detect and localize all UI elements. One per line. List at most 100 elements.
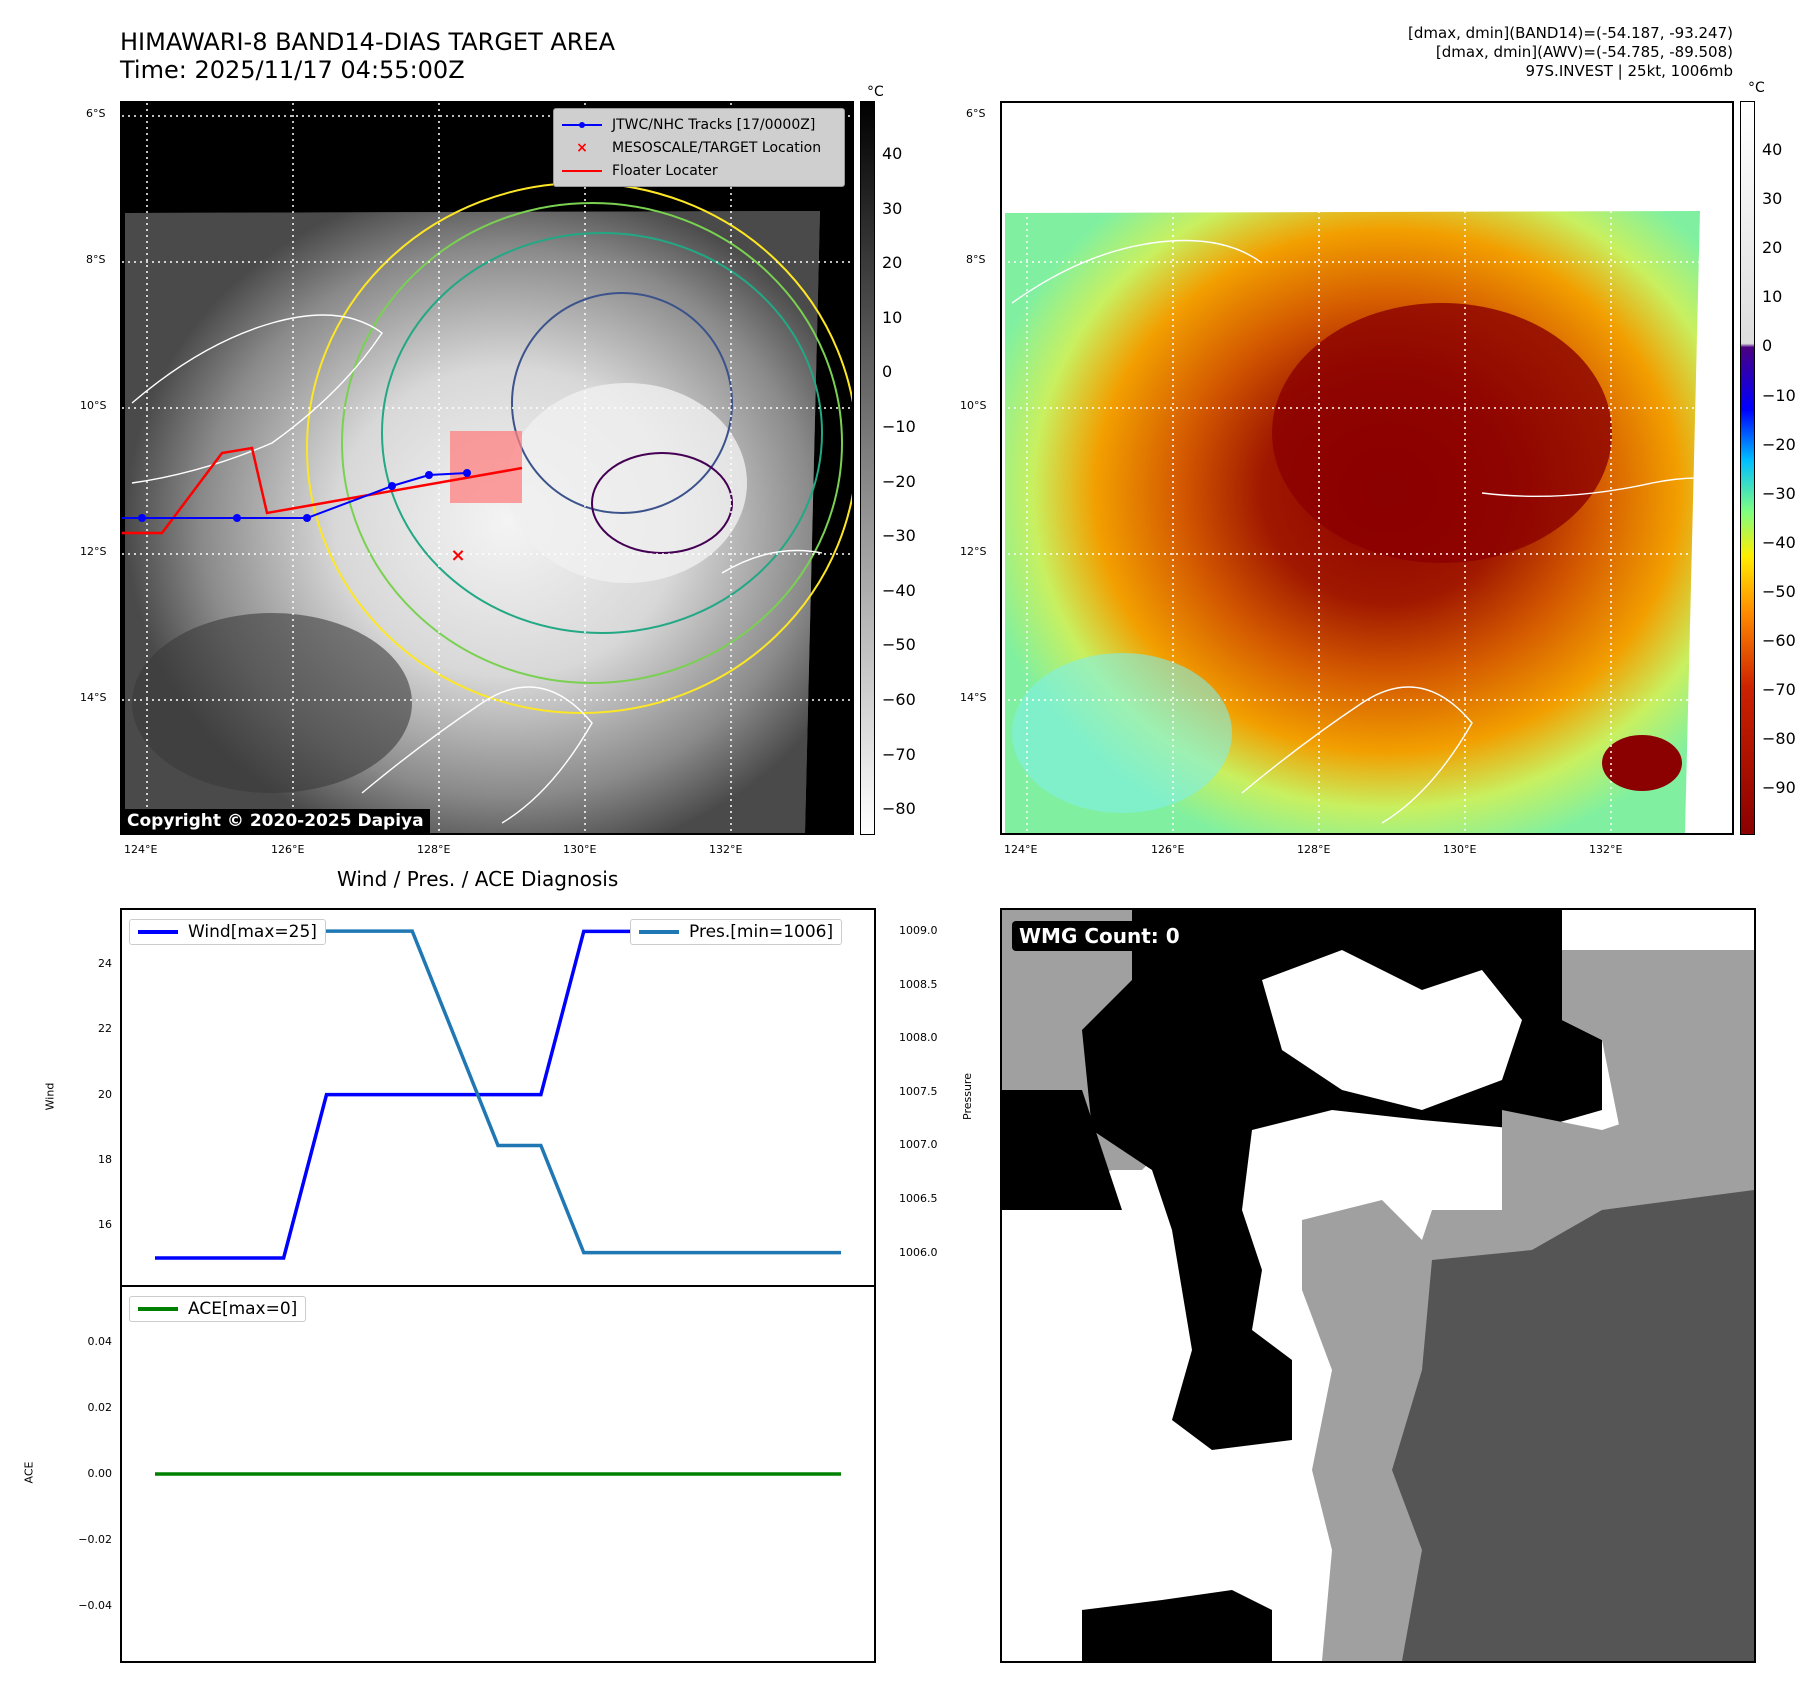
color-lat-label: 12°S: [960, 545, 987, 558]
figure-time: Time: 2025/11/17 04:55:00Z: [120, 56, 465, 84]
ir-lat-label: 8°S: [86, 253, 106, 266]
color-colorbar-tick: −70: [1762, 680, 1796, 700]
color-lon-label: 128°E: [1297, 843, 1331, 856]
pressure-tick: 1009.0: [899, 924, 938, 938]
ir-lon-label: 124°E: [124, 843, 158, 856]
wind-pressure-chart: [120, 908, 876, 1287]
pressure-tick: 1008.0: [899, 1031, 938, 1045]
ir-colorbar-tick: −10: [882, 417, 916, 436]
ir-colorbar-tick: −40: [882, 580, 916, 600]
wind-pressure-plot: [155, 929, 841, 1260]
pressure-legend-label: Pres.[min=1006]: [689, 922, 834, 942]
pressure-series-line: [155, 929, 841, 1255]
ir-colorbar-tick: 30: [882, 198, 903, 218]
color-colorbar-tick: −30: [1762, 483, 1796, 503]
ir-lon-label: 128°E: [417, 843, 451, 856]
info-awv: [dmax, dmin](AWV)=(-54.785, -89.508): [1435, 43, 1733, 61]
color-colorbar-tick: 10: [1762, 287, 1783, 307]
ir-colorbar-tick: 0: [882, 362, 893, 382]
pressure-tick: 1006.0: [899, 1245, 938, 1259]
wind-legend-label: Wind[max=25]: [188, 922, 317, 942]
ir-legend: JTWC/NHC Tracks [17/0000Z] × MESOSCALE/TA…: [553, 108, 845, 187]
ir-map-panel: ×: [120, 101, 854, 835]
ir-map-image: ×: [122, 103, 852, 833]
ir-lon-label: 132°E: [709, 843, 743, 856]
color-map-panel: [1000, 101, 1734, 835]
color-lon-label: 130°E: [1443, 843, 1477, 856]
wmg-panel: [1000, 908, 1756, 1663]
wind-legend: Wind[max=25]: [129, 919, 326, 945]
ir-lat-label: 10°S: [80, 399, 107, 412]
figure-title: HIMAWARI-8 BAND14-DIAS TARGET AREA: [120, 28, 616, 56]
pressure-tick: 1007.5: [899, 1084, 938, 1098]
ir-colorbar-tick: −60: [882, 690, 916, 709]
color-lon-label: 124°E: [1004, 843, 1038, 856]
color-lon-label: 132°E: [1589, 843, 1623, 856]
color-colorbar-tick: −90: [1762, 778, 1796, 798]
wind-tick: 24: [98, 957, 112, 970]
ace-chart: [120, 1285, 876, 1663]
ir-lon-label: 126°E: [271, 843, 305, 856]
ir-colorbar-tick: 40: [882, 144, 903, 163]
ir-colorbar-tick: −30: [882, 526, 916, 546]
target-box: [450, 431, 522, 503]
target-marker: ×: [450, 545, 465, 566]
pressure-tick: 1006.5: [899, 1192, 938, 1206]
ir-colorbar-tick: −70: [882, 744, 916, 764]
wind-tick: 20: [98, 1087, 112, 1101]
wmg-image: [1002, 910, 1754, 1661]
legend-target-label: MESOSCALE/TARGET Location: [612, 139, 822, 156]
legend-floater-label: Floater Locater: [612, 162, 718, 179]
color-lat-label: 10°S: [960, 399, 987, 412]
ace-tick: 0.02: [87, 1400, 113, 1414]
wind-series-line: [155, 929, 841, 1260]
color-lat-label: 14°S: [960, 691, 987, 704]
color-map-image: [1002, 103, 1732, 833]
ace-tick: 0.00: [87, 1467, 113, 1480]
ace-axis-title: ACE: [22, 1461, 36, 1484]
wind-tick: 22: [98, 1022, 112, 1036]
color-colorbar: [1740, 101, 1755, 835]
info-band14: [dmax, dmin](BAND14)=(-54.187, -93.247): [1408, 24, 1733, 42]
color-colorbar-tick: −40: [1762, 532, 1796, 552]
ace-plot: [155, 1472, 841, 1476]
copyright-label: Copyright © 2020-2025 Dapiya: [121, 809, 430, 833]
color-colorbar-tick: −80: [1762, 729, 1796, 749]
wind-tick: 16: [98, 1218, 112, 1232]
color-lat-label: 6°S: [966, 107, 986, 120]
wmg-count-label: WMG Count: 0: [1012, 921, 1187, 951]
color-colorbar-tick: 30: [1762, 189, 1783, 209]
ace-legend-label: ACE[max=0]: [188, 1299, 298, 1319]
color-colorbar-tick: 20: [1762, 238, 1783, 258]
ace-tick: −0.02: [78, 1533, 112, 1547]
ir-colorbar-tick: −80: [882, 799, 916, 819]
color-lat-label: 8°S: [966, 253, 986, 266]
color-lon-label: 126°E: [1151, 843, 1185, 856]
ir-colorbar-tick: −20: [882, 471, 916, 491]
ir-lat-label: 6°S: [86, 107, 106, 120]
wind-axis-title: Wind: [43, 1082, 57, 1111]
color-colorbar-tick: −10: [1762, 385, 1796, 405]
diagnosis-title: Wind / Pres. / ACE Diagnosis: [337, 867, 619, 891]
ace-tick: 0.04: [87, 1334, 113, 1348]
wind-tick: 18: [98, 1153, 112, 1166]
ir-colorbar-unit: °C: [867, 84, 884, 100]
ir-lat-label: 12°S: [80, 545, 107, 558]
pressure-tick: 1008.5: [899, 977, 938, 991]
floater-locater-line: [122, 446, 523, 535]
ir-colorbar: [860, 101, 875, 835]
pressure-tick: 1007.0: [899, 1138, 938, 1152]
color-colorbar-tick: −50: [1762, 581, 1796, 601]
color-colorbar-tick: −20: [1762, 434, 1796, 454]
ace-legend: ACE[max=0]: [129, 1296, 307, 1322]
info-storm: 97S.INVEST | 25kt, 1006mb: [1525, 62, 1733, 80]
color-colorbar-tick: 0: [1762, 336, 1773, 356]
ir-colorbar-tick: −50: [882, 635, 916, 655]
pressure-legend: Pres.[min=1006]: [630, 919, 843, 945]
ir-colorbar-tick: 10: [882, 307, 903, 327]
color-colorbar-tick: 40: [1762, 140, 1783, 159]
ir-lat-label: 14°S: [80, 691, 107, 704]
color-colorbar-unit: °C: [1748, 80, 1765, 96]
color-colorbar-tick: −60: [1762, 631, 1796, 650]
ace-tick: −0.04: [78, 1599, 112, 1613]
